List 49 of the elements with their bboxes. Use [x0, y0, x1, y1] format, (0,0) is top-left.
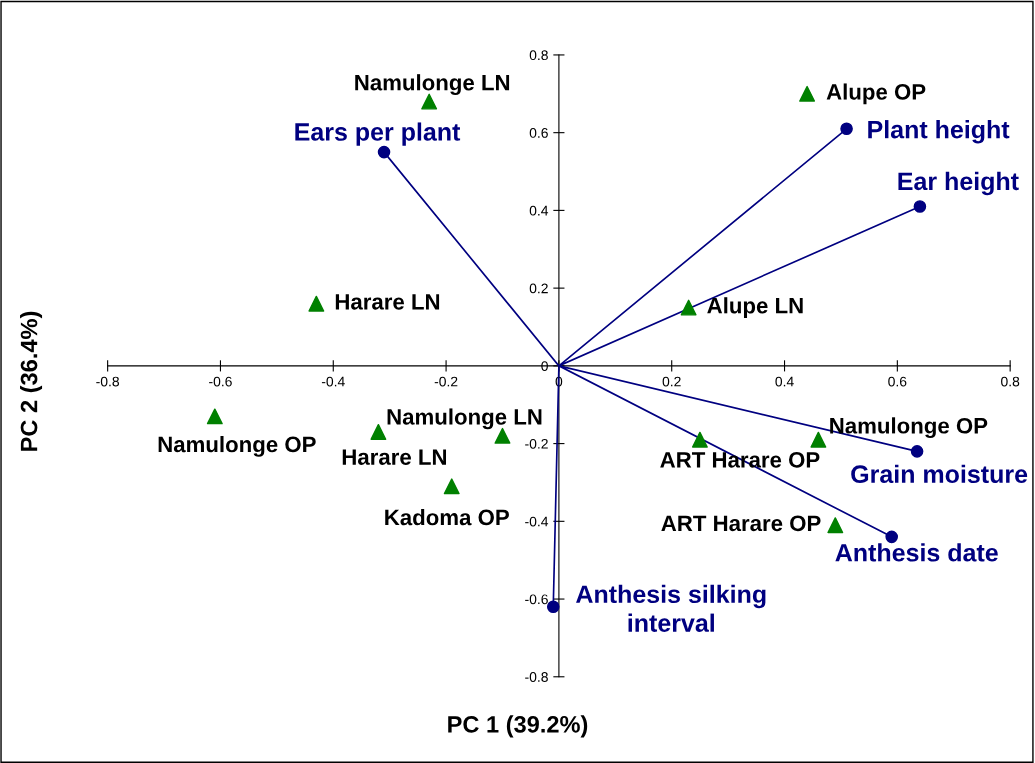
x-axis-title: PC 1 (39.2%): [448, 715, 588, 738]
annotation: Namulonge OP: [158, 435, 316, 457]
point: [810, 431, 827, 448]
x-tick-label: -0.4: [321, 376, 345, 387]
y-tick-label: -0.4: [525, 516, 549, 527]
annotation: Ears per plant: [295, 122, 461, 146]
y-tick-label: 0.8: [529, 50, 548, 61]
y-tick-label: 0.4: [529, 205, 549, 216]
x-tick-label: 0.6: [888, 376, 907, 387]
y-tick-label: 0.6: [529, 128, 548, 138]
annotation: Alupe LN: [707, 297, 803, 318]
point: [206, 408, 223, 425]
point: [840, 122, 853, 136]
point: [680, 299, 697, 316]
point: [885, 530, 898, 544]
x-tick-label: -0.6: [209, 376, 232, 387]
point: [910, 445, 924, 458]
annotation: Namulonge OP: [830, 417, 988, 439]
annotation: Namulonge LN: [387, 408, 542, 430]
annotation: Namulonge LN: [355, 74, 510, 95]
point: [827, 517, 844, 534]
y-tick-label: 0.2: [529, 283, 548, 294]
point: [913, 200, 927, 213]
x-tick-label: -0.2: [434, 376, 458, 387]
point: [377, 145, 391, 159]
annotation: Plant height: [868, 120, 1010, 144]
annotation: Anthesis silking interval: [576, 584, 766, 632]
annotation: Harare LN: [335, 294, 440, 310]
x-tick-label: 0.2: [662, 376, 681, 387]
point: [799, 85, 816, 102]
x-tick-label: 0.8: [1001, 376, 1020, 387]
point: [308, 295, 325, 312]
point: [546, 600, 560, 614]
point: [443, 478, 460, 495]
annotation: Kadoma OP: [385, 508, 509, 526]
y-axis-title: PC 2 (36.4%): [20, 311, 43, 451]
x-tick-label: -0.8: [96, 376, 119, 387]
y-tick-label: -0.2: [525, 438, 548, 449]
y-tick-label: -0.8: [525, 672, 548, 682]
y-tick-label: -0.6: [525, 594, 548, 605]
point: [691, 431, 708, 448]
annotation: ART Harare OP: [661, 515, 821, 532]
annotation: Alupe OP: [826, 83, 926, 105]
annotation: Ear height: [898, 171, 1019, 196]
x-tick-label: 0.4: [775, 376, 794, 387]
point: [370, 423, 387, 440]
annotation: Grain moisture: [851, 464, 1028, 484]
annotation: Anthesis date: [835, 543, 998, 562]
annotation: Harare LN: [342, 449, 447, 465]
